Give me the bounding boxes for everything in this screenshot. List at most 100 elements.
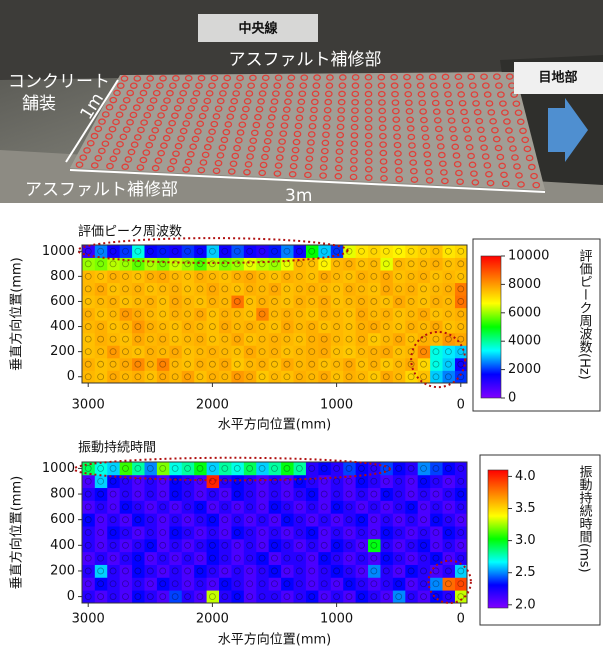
heat-cell: [268, 258, 281, 271]
heat-cell: [157, 295, 170, 308]
heat-cell: [231, 345, 244, 358]
heat-cell: [132, 488, 145, 501]
chart-title: 振動持続時間: [78, 441, 156, 456]
heat-cell: [417, 526, 430, 539]
heat-cell: [281, 526, 294, 539]
heat-cell: [392, 462, 405, 475]
heat-cell: [268, 370, 281, 383]
heat-cell: [219, 270, 232, 283]
heat-cell: [181, 283, 194, 296]
heat-cell: [380, 320, 393, 333]
heat-cell: [355, 500, 368, 513]
heat-cell: [455, 333, 468, 346]
heat-cell: [119, 539, 132, 552]
heat-cell: [430, 500, 443, 513]
heat-cell: [281, 320, 294, 333]
heat-cell: [169, 526, 182, 539]
heat-cell: [119, 526, 132, 539]
heat-cell: [380, 526, 393, 539]
heat-cell: [181, 258, 194, 271]
heat-cell: [181, 295, 194, 308]
heat-cell: [368, 308, 381, 321]
heat-cell: [219, 539, 232, 552]
heat-cell: [343, 370, 356, 383]
heat-cell: [430, 283, 443, 296]
heat-cell: [132, 552, 145, 565]
heat-cell: [380, 590, 393, 603]
heat-cell: [330, 358, 343, 371]
heat-cell: [94, 526, 107, 539]
heat-cell: [293, 513, 306, 526]
heat-cell: [281, 333, 294, 346]
heat-cell: [306, 565, 319, 578]
heat-cell: [94, 358, 107, 371]
heat-cell: [330, 526, 343, 539]
heat-cell: [144, 462, 157, 475]
heat-cell: [119, 333, 132, 346]
y-tick-label: 1000: [42, 461, 75, 476]
heat-cell: [82, 513, 95, 526]
heat-cell: [231, 526, 244, 539]
heat-cell: [318, 320, 331, 333]
heat-cell: [306, 270, 319, 283]
heat-cell: [181, 245, 194, 258]
heat-cell: [144, 320, 157, 333]
heat-cell: [417, 565, 430, 578]
heat-cell: [231, 565, 244, 578]
heat-cell: [231, 295, 244, 308]
heat-cell: [380, 245, 393, 258]
heat-cell: [107, 526, 120, 539]
heat-cell: [293, 488, 306, 501]
heat-cell: [256, 320, 269, 333]
heat-cell: [392, 539, 405, 552]
heat-cell: [194, 370, 207, 383]
heat-cell: [157, 565, 170, 578]
heat-cell: [231, 590, 244, 603]
heat-cell: [256, 590, 269, 603]
heat-cell: [293, 308, 306, 321]
heat-cell: [219, 358, 232, 371]
heat-cell: [368, 565, 381, 578]
heat-cell: [231, 475, 244, 488]
heat-cell: [231, 370, 244, 383]
heat-cell: [330, 320, 343, 333]
heat-cell: [157, 320, 170, 333]
heat-cell: [181, 320, 194, 333]
heat-cell: [392, 370, 405, 383]
heat-cell: [343, 513, 356, 526]
heat-cell: [157, 283, 170, 296]
heat-cell: [231, 245, 244, 258]
heat-cell: [157, 245, 170, 258]
heat-cell: [181, 513, 194, 526]
heat-cell: [330, 577, 343, 590]
heat-cell: [144, 475, 157, 488]
heat-cell: [343, 500, 356, 513]
heat-cell: [368, 283, 381, 296]
heat-cell: [330, 552, 343, 565]
colorbar-tick-label: 2.5: [515, 565, 536, 580]
heat-cell: [268, 565, 281, 578]
heat-cell: [380, 577, 393, 590]
heat-cell: [157, 500, 170, 513]
heat-cell: [219, 295, 232, 308]
heat-cell: [430, 245, 443, 258]
heat-cell: [368, 488, 381, 501]
heat-cell: [355, 295, 368, 308]
heat-cell: [355, 258, 368, 271]
heat-cell: [243, 283, 256, 296]
heat-cell: [194, 462, 207, 475]
heat-cell: [343, 488, 356, 501]
heat-cell: [94, 270, 107, 283]
heat-cell: [293, 565, 306, 578]
heat-cell: [368, 320, 381, 333]
heat-cell: [219, 370, 232, 383]
heat-cell: [417, 283, 430, 296]
heat-cell: [157, 539, 170, 552]
heat-cell: [293, 500, 306, 513]
heat-cell: [368, 500, 381, 513]
heat-cell: [442, 565, 455, 578]
heat-cell: [144, 500, 157, 513]
heat-cell: [430, 488, 443, 501]
heat-cell: [144, 358, 157, 371]
heat-cell: [293, 295, 306, 308]
